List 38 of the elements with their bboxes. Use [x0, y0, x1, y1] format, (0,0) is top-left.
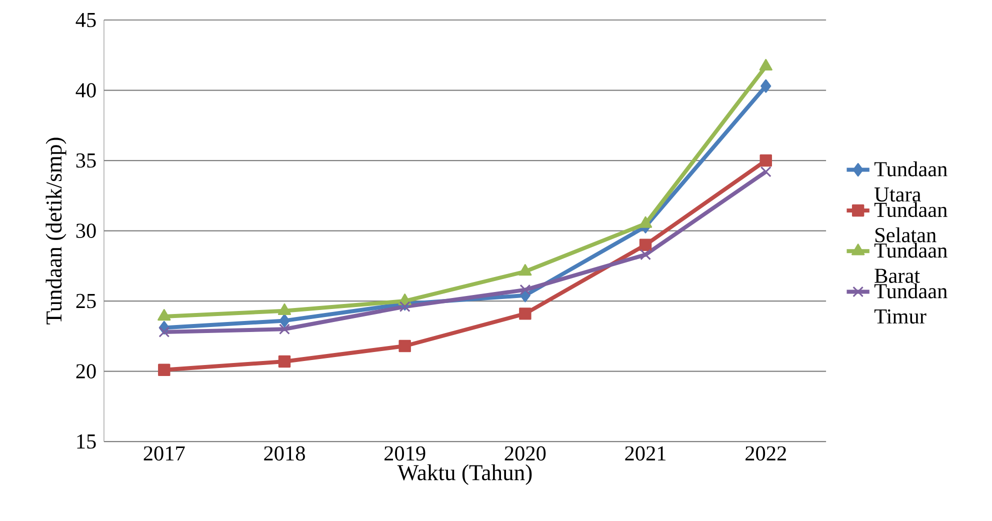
point — [640, 249, 652, 260]
x-tick-label: 2019 — [384, 446, 426, 461]
point — [639, 238, 652, 251]
point — [759, 58, 772, 71]
x-axis-title: Waktu (Tahun) — [397, 464, 532, 485]
point — [399, 301, 410, 312]
point — [519, 308, 532, 320]
point — [158, 364, 170, 376]
point — [279, 314, 290, 328]
legend-label: Tundaan Selatan — [874, 202, 948, 242]
y-tick-label: 15 — [77, 434, 96, 449]
legend-label: Tundaan Barat — [874, 242, 948, 283]
y-tick-label: 25 — [76, 294, 96, 308]
legend-label: Tundaan Utara — [874, 161, 948, 202]
y-tick-label: 45 — [76, 12, 96, 28]
point — [278, 355, 291, 368]
point — [278, 324, 290, 335]
x-tick-label: 2017 — [144, 446, 185, 461]
x-tick-label: 2021 — [625, 446, 666, 461]
point — [398, 340, 411, 352]
y-tick-label: 30 — [76, 224, 96, 238]
y-tick-label: 35 — [76, 153, 96, 168]
y-tick-label: 20 — [76, 364, 96, 378]
x-tick-label: 2018 — [264, 446, 305, 461]
y-axis-title: Tundaan (detik/smp) — [46, 138, 66, 324]
point — [760, 166, 772, 178]
point — [158, 309, 171, 321]
y-tick-label: 40 — [76, 83, 96, 98]
legend-label: Tundaan Timur — [874, 283, 948, 324]
point — [518, 264, 532, 276]
point — [158, 326, 170, 338]
point — [520, 284, 531, 296]
point — [760, 79, 772, 93]
point — [278, 303, 292, 316]
point — [760, 154, 772, 167]
x-tick-label: 2020 — [504, 446, 546, 461]
point — [638, 216, 652, 228]
x-tick-label: 2022 — [746, 446, 786, 461]
